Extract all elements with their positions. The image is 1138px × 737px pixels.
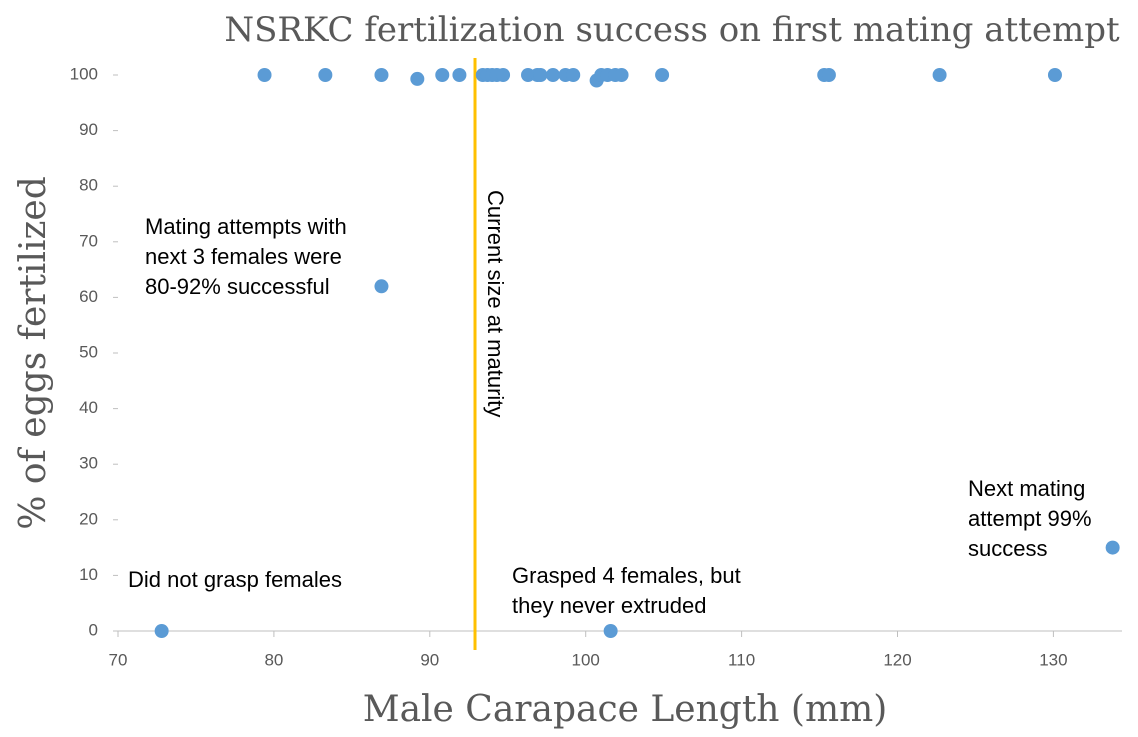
y-tick-label: 90 [79, 120, 98, 139]
y-tick-label: 70 [79, 231, 98, 250]
y-axis-title: % of eggs fertilized [13, 176, 54, 530]
point [452, 68, 467, 82]
y-tick-label: 100 [70, 64, 98, 83]
point [614, 68, 629, 82]
chart-title: NSRKC fertilization success on first mat… [224, 10, 1120, 50]
y-tick-label: 20 [79, 509, 98, 528]
x-tick-label: 130 [1039, 650, 1067, 669]
x-tick-label: 110 [728, 650, 755, 669]
point [1105, 540, 1120, 555]
annotation: 80-92% successful [145, 274, 330, 299]
y-tick-label: 10 [79, 565, 98, 584]
x-tick-label: 80 [264, 650, 283, 669]
point [154, 624, 169, 638]
point [496, 68, 511, 82]
point [1047, 68, 1062, 82]
point [566, 68, 581, 82]
point [655, 68, 670, 82]
point [374, 279, 389, 294]
point [821, 68, 836, 82]
point [318, 68, 333, 82]
y-tick-label: 0 [89, 620, 98, 639]
annotation: Next mating [968, 476, 1085, 501]
annotation: next 3 females were [145, 244, 342, 269]
annotation: Mating attempts with [145, 214, 347, 239]
y-tick-label: 60 [79, 287, 98, 306]
annotation: success [968, 536, 1047, 561]
point [257, 68, 272, 82]
point [932, 68, 947, 82]
annotation: they never extruded [512, 593, 706, 618]
y-tick-label: 80 [79, 176, 98, 195]
y-tick-label: 30 [79, 454, 98, 473]
point [410, 71, 425, 86]
x-tick-label: 120 [883, 650, 911, 669]
x-axis-title: Male Carapace Length (mm) [363, 689, 888, 730]
x-tick-label: 100 [572, 650, 600, 669]
point [533, 68, 548, 82]
point [435, 68, 450, 82]
point [374, 68, 389, 82]
annotation: Grasped 4 females, but [512, 563, 741, 588]
annotation: Did not grasp females [128, 567, 342, 592]
y-tick-label: 50 [79, 342, 98, 361]
x-tick-label: 90 [420, 650, 439, 669]
point [603, 624, 618, 638]
annotation: attempt 99% [968, 506, 1092, 531]
y-tick-label: 40 [79, 398, 98, 417]
x-tick-label: 70 [109, 650, 128, 669]
reference-label: Current size at maturity [483, 190, 508, 417]
point [545, 68, 560, 82]
